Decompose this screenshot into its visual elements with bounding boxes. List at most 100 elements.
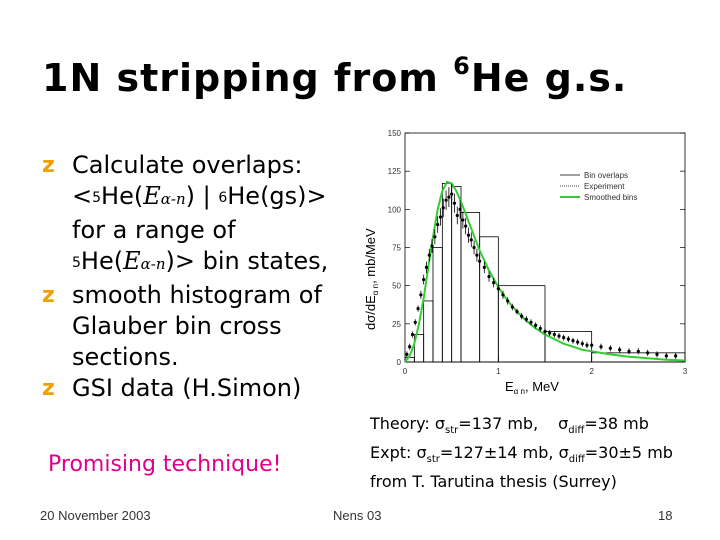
smoothed-bins-series (404, 180, 686, 363)
x-tick-label: 0 (403, 367, 408, 376)
data-point (590, 343, 594, 347)
data-point (433, 235, 437, 239)
y-tick-label: 25 (392, 320, 401, 329)
data-point (571, 339, 575, 343)
bullet-gsi-data: z GSI data (H.Simon) (42, 374, 302, 402)
histogram-bin (460, 211, 481, 363)
data-point (576, 340, 580, 344)
overlap-formula: <5He(Eα-n) | 6He(gs)> (72, 182, 327, 210)
data-point (419, 293, 423, 297)
bullet-smooth-histogram: z smooth histogram of Glauber bin cross … (42, 281, 322, 371)
bullet-calculate-overlaps: z Calculate overlaps: <5He(Eα-n) | 6He(g… (40, 150, 370, 280)
data-point (543, 329, 547, 334)
data-point (422, 277, 426, 282)
bullet-z-icon: z (42, 376, 55, 401)
data-point (501, 293, 505, 297)
legend-label: Smoothed bins (584, 193, 637, 202)
y-axis-label: dσ/dEα n, mb/MeV (363, 228, 380, 330)
bullet-z-icon: z (42, 283, 55, 308)
smoothed-curve (404, 180, 686, 363)
data-point (552, 332, 556, 337)
data-point (464, 224, 468, 228)
data-point (438, 215, 443, 219)
data-point (655, 352, 659, 356)
data-point (524, 317, 528, 321)
y-tick-label: 75 (392, 244, 401, 253)
histogram-bin (423, 300, 434, 363)
data-point (482, 265, 486, 269)
data-point (636, 349, 640, 353)
data-point (472, 245, 476, 250)
data-point (430, 244, 434, 248)
histogram-bin (451, 186, 462, 363)
bin-overlaps-series (404, 182, 686, 363)
data-point (410, 332, 415, 337)
data-point (506, 299, 510, 303)
footer-page-number: 18 (658, 508, 673, 523)
data-point (538, 326, 542, 331)
data-point (413, 320, 417, 324)
x-tick-label: 3 (683, 367, 688, 376)
data-point (510, 305, 514, 309)
data-point (608, 346, 612, 350)
data-point (447, 195, 451, 199)
data-point (478, 259, 482, 263)
data-point (534, 323, 538, 327)
source-line: from T. Tarutina thesis (Surrey) (370, 472, 617, 492)
data-point (562, 335, 566, 340)
data-point (548, 331, 552, 335)
footer-conference: Nens 03 (333, 508, 382, 523)
data-point (557, 334, 561, 338)
data-point (520, 314, 524, 318)
data-point (580, 342, 584, 346)
data-point (618, 348, 622, 352)
data-point (674, 354, 678, 358)
y-tick-label: 125 (388, 167, 402, 176)
data-point (475, 253, 479, 257)
bin-states-line: 5He(Eα-n)> bin states, (72, 247, 329, 275)
data-point (450, 192, 454, 196)
legend-label: Experiment (584, 182, 625, 191)
data-point (585, 343, 589, 347)
data-point (492, 281, 496, 285)
x-tick-label: 2 (589, 367, 594, 376)
bullet-list: z Calculate overlaps: <5He(Eα-n) | 6He(g… (40, 150, 370, 404)
cross-section-chart: 0 25 50 75 100 125 150 0 1 2 3 Bin overlaps Experim… (363, 129, 688, 396)
histogram-bin (441, 182, 453, 363)
data-point (566, 337, 570, 341)
data-point (441, 206, 445, 210)
data-point (461, 218, 465, 222)
bullet-z-icon: z (42, 153, 55, 178)
y-tick-label: 100 (388, 205, 402, 214)
footer-date: 20 November 2003 (40, 508, 151, 523)
slide-title: 1N stripping from 6He g.s. (42, 52, 628, 100)
data-point (444, 198, 448, 202)
data-point (405, 352, 409, 356)
data-point (627, 349, 631, 353)
data-point (466, 233, 471, 237)
data-point (496, 287, 500, 291)
data-point (455, 213, 459, 218)
chart-legend: Bin overlaps Experiment Smoothed bins (560, 171, 637, 202)
y-tick-label: 0 (397, 358, 402, 367)
data-point (487, 274, 491, 279)
histogram-bin (497, 285, 546, 363)
data-point (469, 238, 473, 242)
data-point (452, 201, 457, 205)
data-point (515, 310, 519, 314)
theory-line: Theory: σstr=137 mb, σdiff=38 mb (370, 414, 649, 437)
data-point (416, 306, 420, 311)
y-tick-label: 50 (392, 282, 401, 291)
theory-experiment-box: Theory: σstr=137 mb, σdiff=38 mb Expt: σs… (370, 413, 720, 493)
experiment-series (405, 183, 678, 359)
data-point (599, 345, 603, 349)
promising-technique-text: Promising technique! (48, 452, 282, 477)
legend-label: Bin overlaps (584, 171, 628, 180)
data-point (458, 207, 462, 211)
data-point (529, 320, 533, 324)
y-tick-label: 150 (388, 129, 402, 138)
data-point (424, 265, 429, 269)
experiment-line: Expt: σstr=127±14 mb, σdiff=30±5 mb (370, 443, 673, 466)
data-point (664, 354, 668, 358)
data-point (646, 351, 650, 355)
